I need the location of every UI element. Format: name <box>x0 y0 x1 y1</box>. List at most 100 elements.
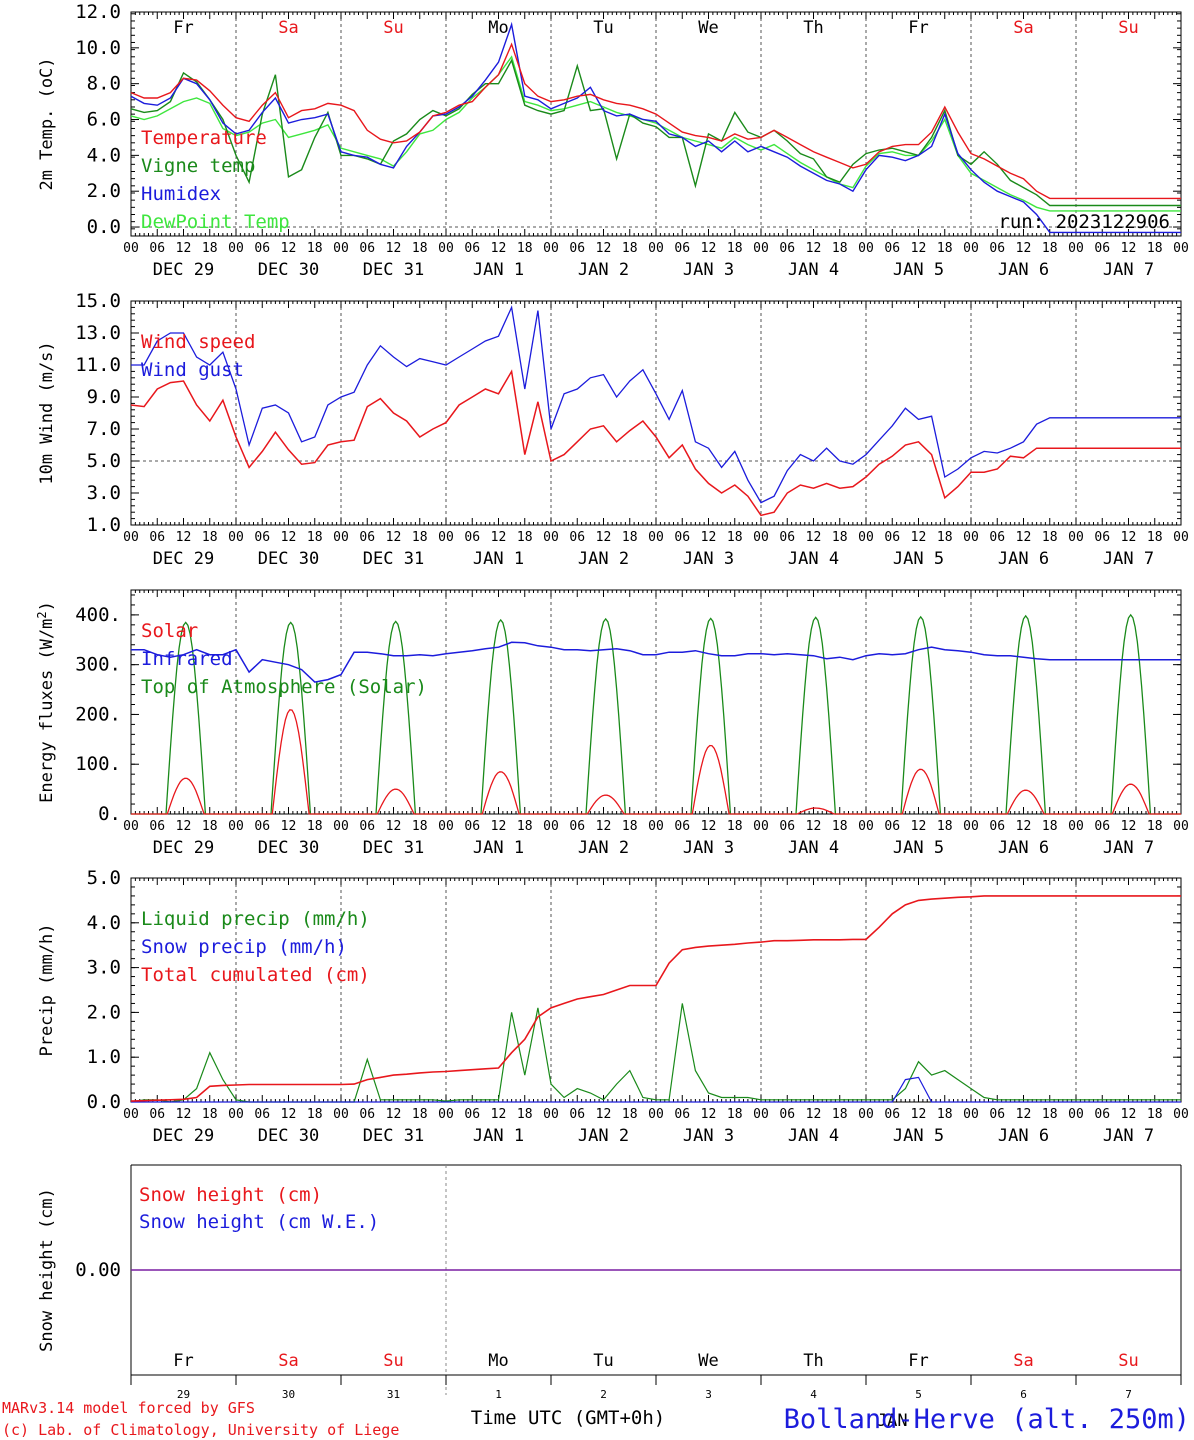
y-tick-label: 3.0 <box>87 957 121 979</box>
hour-tick-label: 12 <box>806 241 822 256</box>
date-label: DEC 31 <box>363 549 424 569</box>
hour-tick-label: 00 <box>963 819 979 834</box>
series-line-0 <box>130 42 1181 200</box>
y-tick-label: 0.0 <box>87 1091 121 1113</box>
date-label: JAN 7 <box>1103 838 1154 858</box>
day-of-week-label: Su <box>383 1351 403 1371</box>
legend-entry: Vigne temp <box>141 155 255 177</box>
hour-tick-label: 12 <box>491 530 507 545</box>
hour-tick-label: 06 <box>884 241 900 256</box>
hour-tick-label: 18 <box>1042 241 1058 256</box>
hour-tick-label: 12 <box>176 819 192 834</box>
hour-tick-label: 12 <box>701 1107 717 1122</box>
hour-tick-label: 06 <box>149 819 165 834</box>
hour-tick-label: 00 <box>333 1107 349 1122</box>
y-tick-label: 5.0 <box>87 450 121 472</box>
y-tick-label: 0. <box>98 803 121 825</box>
hour-tick-label: 18 <box>1147 819 1163 834</box>
hour-tick-label: 06 <box>884 1107 900 1122</box>
hour-tick-label: 18 <box>727 819 743 834</box>
hour-tick-label: 12 <box>1016 1107 1032 1122</box>
date-label: JAN 4 <box>788 838 839 858</box>
hour-tick-label: 06 <box>674 819 690 834</box>
hour-tick-label: 18 <box>832 1107 848 1122</box>
hour-tick-label: 18 <box>727 1107 743 1122</box>
hour-tick-label: 12 <box>806 1107 822 1122</box>
date-label: JAN 1 <box>473 1126 524 1146</box>
day-of-week-label: Sa <box>278 18 298 38</box>
hour-tick-label: 18 <box>937 819 953 834</box>
hour-tick-label: 18 <box>937 1107 953 1122</box>
hour-tick-label: 18 <box>202 1107 218 1122</box>
day-number-label: 4 <box>810 1388 817 1401</box>
day-of-week-label: We <box>698 18 718 38</box>
day-number-label: 7 <box>1125 1388 1132 1401</box>
hour-tick-label: 12 <box>1016 241 1032 256</box>
y-tick-label: 9.0 <box>87 386 121 408</box>
hour-tick-label: 00 <box>123 241 139 256</box>
y-tick-label: 200. <box>75 703 121 725</box>
hour-tick-label: 06 <box>674 530 690 545</box>
hour-tick-label: 06 <box>569 241 585 256</box>
date-label: DEC 30 <box>258 549 319 569</box>
legend-entry: Temperature <box>141 127 267 149</box>
date-label: JAN 6 <box>998 1126 1049 1146</box>
hour-tick-label: 06 <box>779 819 795 834</box>
hour-tick-label: 06 <box>1094 1107 1110 1122</box>
hour-tick-label: 18 <box>622 530 638 545</box>
hour-tick-label: 00 <box>1068 1107 1084 1122</box>
date-label: JAN 7 <box>1103 260 1154 280</box>
hour-tick-label: 18 <box>1147 530 1163 545</box>
hour-tick-label: 00 <box>438 819 454 834</box>
date-label: DEC 30 <box>258 260 319 280</box>
hour-tick-label: 12 <box>911 819 927 834</box>
month-label: JAN <box>877 1411 908 1431</box>
hour-tick-label: 00 <box>1068 819 1084 834</box>
hour-tick-label: 12 <box>596 530 612 545</box>
y-tick-label: 400. <box>75 604 121 626</box>
hour-tick-label: 12 <box>1121 530 1137 545</box>
hour-tick-label: 12 <box>701 530 717 545</box>
y-tick-label: 11.0 <box>75 354 121 376</box>
hour-tick-label: 18 <box>1042 1107 1058 1122</box>
hour-tick-label: 06 <box>989 530 1005 545</box>
date-label: JAN 1 <box>473 549 524 569</box>
day-number-label: 3 <box>705 1388 712 1401</box>
hour-tick-label: 06 <box>359 1107 375 1122</box>
hour-tick-label: 18 <box>412 530 428 545</box>
station-title: Bolland-Herve (alt. 250m) <box>784 1404 1190 1435</box>
date-label: DEC 29 <box>153 260 214 280</box>
hour-tick-label: 00 <box>753 1107 769 1122</box>
hour-tick-label: 12 <box>1121 819 1137 834</box>
day-of-week-label: Sa <box>278 1351 298 1371</box>
hour-tick-label: 12 <box>1016 530 1032 545</box>
date-label: JAN 5 <box>893 1126 944 1146</box>
day-of-week-label: Sa <box>1013 18 1033 38</box>
date-label: JAN 2 <box>578 838 629 858</box>
hour-tick-label: 18 <box>412 241 428 256</box>
hour-tick-label: 06 <box>254 1107 270 1122</box>
hour-tick-label: 06 <box>779 530 795 545</box>
series-line-1 <box>131 1076 1181 1103</box>
hour-tick-label: 06 <box>149 241 165 256</box>
series-line-3 <box>130 55 1181 212</box>
day-of-week-label: Fr <box>173 1351 193 1371</box>
hour-tick-label: 18 <box>622 819 638 834</box>
hour-tick-label: 12 <box>386 241 402 256</box>
date-label: DEC 31 <box>363 260 424 280</box>
hour-tick-label: 18 <box>937 241 953 256</box>
series-line-2 <box>130 895 1181 1102</box>
hour-tick-label: 00 <box>648 819 664 834</box>
day-of-week-label: Su <box>1118 18 1138 38</box>
date-label: JAN 6 <box>998 549 1049 569</box>
plot-frame <box>130 589 1182 815</box>
hour-tick-label: 00 <box>858 819 874 834</box>
hour-tick-label: 00 <box>1173 241 1189 256</box>
hour-tick-label: 18 <box>517 530 533 545</box>
legend-entry: Snow height (cm) <box>139 1184 322 1206</box>
y-tick-label: 13.0 <box>75 322 121 344</box>
day-number-label: 6 <box>1020 1388 1027 1401</box>
date-label: JAN 4 <box>788 1126 839 1146</box>
hour-tick-label: 18 <box>622 241 638 256</box>
